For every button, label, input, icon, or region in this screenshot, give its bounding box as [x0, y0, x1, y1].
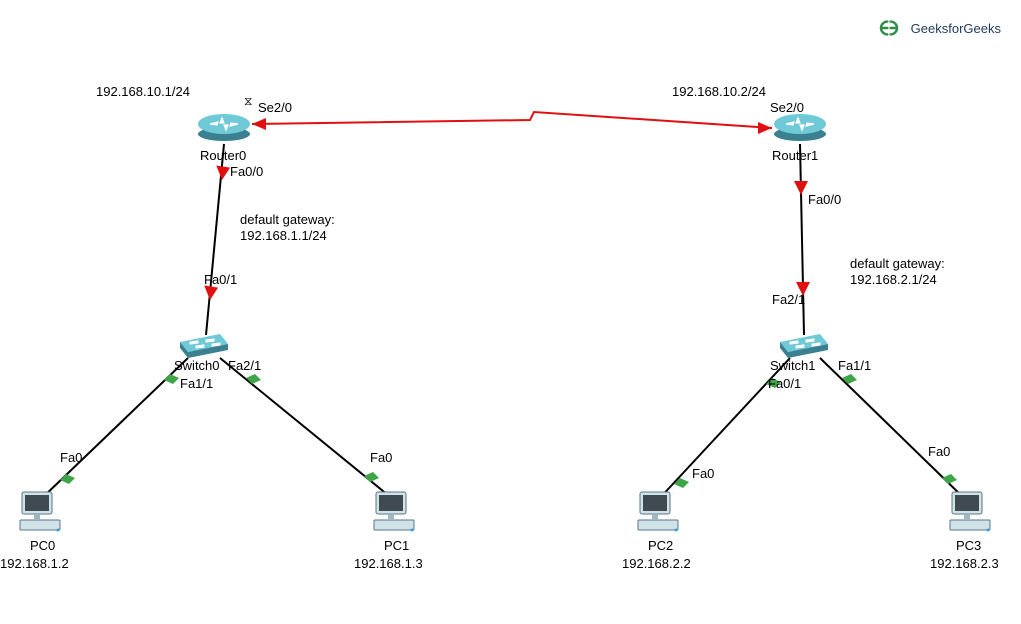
pc0-ip-label: 192.168.1.2	[0, 556, 69, 571]
switch1-fa11-label: Fa1/1	[838, 358, 871, 373]
clock-icon: ⧖	[244, 94, 252, 109]
pc2-ip-label: 192.168.2.2	[622, 556, 691, 571]
switch0-fa11-label: Fa1/1	[180, 376, 213, 391]
pc-icon	[948, 490, 992, 534]
router-icon	[196, 112, 252, 142]
router0-name-label: Router0	[200, 148, 246, 163]
green-dot-s0-pc0-b	[60, 474, 75, 484]
link-r0-s0	[206, 144, 224, 335]
pc0-name-label: PC0	[30, 538, 55, 553]
router0-serial-label: Se2/0	[258, 100, 292, 115]
link-serial-r0-r1	[252, 112, 772, 128]
gateway-right-line1: default gateway:	[850, 256, 945, 271]
link-s0-pc1	[220, 358, 394, 500]
pc2-if-label: Fa0	[692, 466, 714, 481]
green-dot-s1-pc3-a	[842, 374, 857, 384]
router1-lan-label: Fa0/0	[808, 192, 841, 207]
switch1-name-label: Switch1	[770, 358, 816, 373]
switch1-uplink-label: Fa2/1	[772, 292, 805, 307]
pc-icon	[636, 490, 680, 534]
geeksforgeeks-logo-icon	[873, 18, 905, 38]
switch-icon	[176, 332, 232, 358]
switch1-fa01-label: Fa0/1	[768, 376, 801, 391]
switch0-name-label: Switch0	[174, 358, 220, 373]
brand-text: GeeksforGeeks	[911, 21, 1001, 36]
pc3-name-label: PC3	[956, 538, 981, 553]
pc2-device[interactable]	[636, 490, 680, 537]
green-dot-s1-pc3-b	[942, 474, 957, 484]
gateway-left-line2: 192.168.1.1/24	[240, 228, 327, 243]
pc1-if-label: Fa0	[370, 450, 392, 465]
green-dot-s0-pc1-a	[246, 374, 261, 384]
router0-ip-label: 192.168.10.1/24	[96, 84, 190, 99]
pc0-if-label: Fa0	[60, 450, 82, 465]
arrowhead-serial-left	[252, 118, 266, 130]
arrowhead-r1-down-1	[794, 181, 808, 195]
router1-serial-label: Se2/0	[770, 100, 804, 115]
switch1-device[interactable]	[776, 332, 832, 361]
arrowhead-r0-down-2	[203, 285, 218, 300]
pc-icon	[18, 490, 62, 534]
green-dot-s0-pc0-a	[164, 374, 179, 384]
pc0-device[interactable]	[18, 490, 62, 537]
pc3-ip-label: 192.168.2.3	[930, 556, 999, 571]
router1-name-label: Router1	[772, 148, 818, 163]
green-dot-s0-pc1-b	[364, 472, 379, 482]
pc1-name-label: PC1	[384, 538, 409, 553]
router1-device[interactable]	[772, 112, 828, 145]
pc3-device[interactable]	[948, 490, 992, 537]
router-icon	[772, 112, 828, 142]
pc1-device[interactable]	[372, 490, 416, 537]
link-s0-pc0	[40, 358, 188, 500]
green-dot-s1-pc2-b	[674, 478, 689, 488]
router0-lan-label: Fa0/0	[230, 164, 263, 179]
gateway-right-line2: 192.168.2.1/24	[850, 272, 937, 287]
switch0-fa21-label: Fa2/1	[228, 358, 261, 373]
pc2-name-label: PC2	[648, 538, 673, 553]
pc-icon	[372, 490, 416, 534]
arrowhead-serial-right	[758, 122, 772, 134]
router1-ip-label: 192.168.10.2/24	[672, 84, 766, 99]
arrowhead-r0-down-1	[215, 165, 230, 180]
pc1-ip-label: 192.168.1.3	[354, 556, 423, 571]
link-s1-pc3	[820, 358, 966, 500]
gateway-left-line1: default gateway:	[240, 212, 335, 227]
router0-device[interactable]	[196, 112, 252, 145]
pc3-if-label: Fa0	[928, 444, 950, 459]
brand-logo-block: GeeksforGeeks	[873, 18, 1001, 38]
switch0-uplink-label: Fa0/1	[204, 272, 237, 287]
switch0-device[interactable]	[176, 332, 232, 361]
switch-icon	[776, 332, 832, 358]
